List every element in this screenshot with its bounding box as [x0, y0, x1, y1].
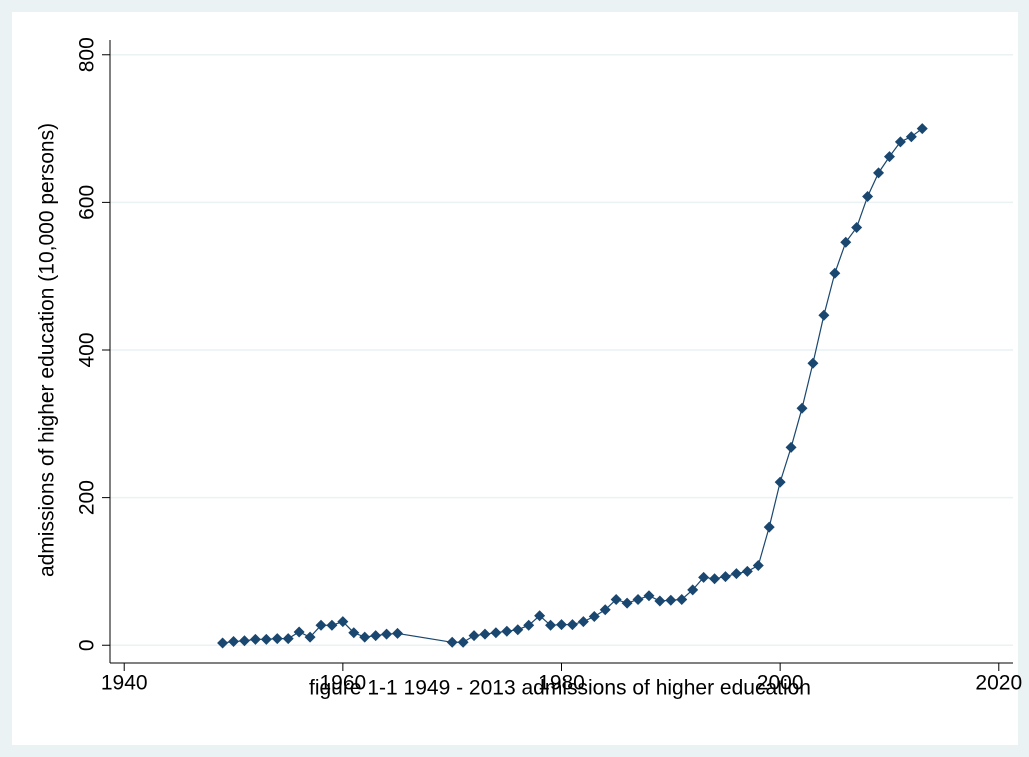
marker	[719, 571, 731, 583]
marker	[282, 633, 294, 645]
marker	[545, 619, 557, 631]
marker	[271, 633, 283, 645]
marker	[370, 630, 382, 642]
marker	[260, 633, 272, 645]
marker	[457, 636, 469, 648]
marker	[851, 221, 863, 233]
marker	[785, 441, 797, 453]
marker	[654, 595, 666, 607]
y-tick-label: 200	[76, 480, 99, 515]
marker	[643, 590, 655, 602]
marker	[829, 267, 841, 279]
marker	[894, 136, 906, 148]
marker	[566, 619, 578, 631]
marker	[446, 636, 458, 648]
marker	[905, 131, 917, 143]
marker	[359, 631, 371, 643]
marker	[337, 616, 349, 628]
marker	[709, 573, 721, 585]
x-tick-label: 2020	[975, 672, 1022, 695]
marker	[916, 123, 928, 135]
marker	[315, 619, 327, 631]
marker	[556, 619, 567, 631]
marker	[468, 630, 480, 642]
marker	[512, 624, 524, 636]
marker	[479, 628, 491, 640]
marker	[381, 628, 393, 640]
marker	[217, 637, 229, 649]
marker	[632, 593, 644, 605]
marker	[730, 568, 742, 580]
marker	[490, 627, 502, 639]
marker	[599, 604, 611, 616]
y-tick-label: 600	[76, 185, 99, 220]
marker	[763, 521, 775, 533]
marker	[523, 619, 535, 631]
marker	[392, 627, 404, 639]
marker	[501, 625, 513, 637]
marker	[873, 167, 885, 179]
marker	[588, 610, 600, 622]
marker	[774, 476, 786, 488]
marker	[238, 635, 250, 647]
marker	[534, 610, 546, 622]
y-tick-label: 0	[76, 639, 99, 651]
marker	[883, 151, 895, 163]
marker	[577, 616, 589, 628]
marker	[741, 565, 753, 577]
marker	[807, 357, 819, 369]
marker	[752, 560, 764, 572]
marker	[796, 402, 808, 414]
x-tick-label: 2000	[757, 672, 804, 695]
marker	[304, 631, 316, 643]
marker	[249, 633, 261, 645]
marker	[818, 309, 830, 321]
x-tick-label: 1940	[101, 672, 148, 695]
marker	[698, 571, 710, 583]
y-tick-label: 800	[76, 37, 99, 72]
y-axis-label: admissions of higher education (10,000 p…	[36, 123, 59, 577]
marker	[621, 597, 633, 609]
marker	[610, 593, 622, 605]
plot-region	[12, 12, 1018, 745]
chart-title: figure 1-1 1949 - 2013 admissions of hig…	[309, 677, 811, 700]
y-tick-label: 400	[76, 332, 99, 367]
x-tick-label: 1960	[319, 672, 366, 695]
marker	[676, 593, 688, 605]
x-tick-label: 1980	[538, 672, 585, 695]
marker	[293, 626, 305, 638]
marker	[326, 619, 338, 631]
marker	[348, 627, 360, 639]
marker	[687, 584, 699, 596]
marker	[862, 190, 874, 202]
marker	[665, 594, 677, 606]
marker	[840, 236, 852, 248]
marker	[228, 636, 240, 648]
